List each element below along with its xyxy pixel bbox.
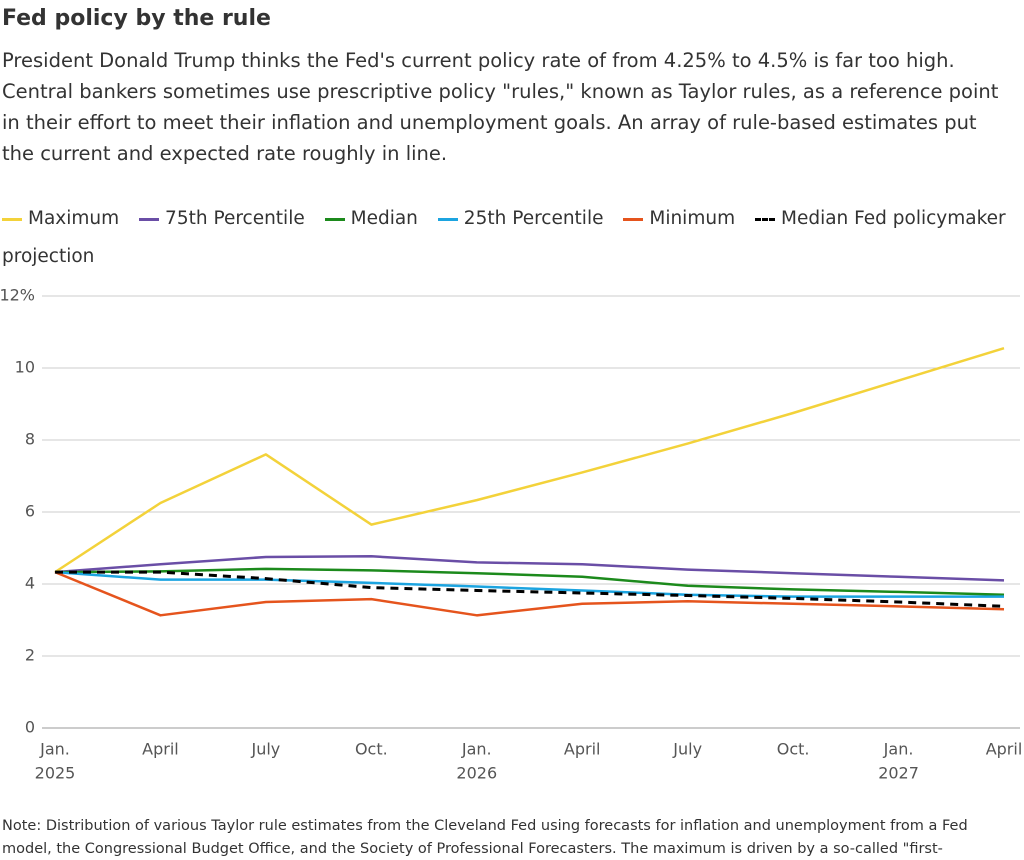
- legend-label: Median Fed policymaker projection: [2, 208, 1006, 267]
- y-tick-label: 6: [25, 502, 35, 521]
- legend-label: 75th Percentile: [165, 208, 305, 229]
- legend-item: Minimum: [623, 208, 735, 229]
- legend-swatch: [623, 217, 644, 221]
- x-tick-label: Jan.: [883, 740, 914, 759]
- series-line: [54, 570, 1004, 598]
- x-tick-label: April: [142, 740, 179, 759]
- x-tick-label: July: [250, 740, 280, 759]
- x-tick-year: 2027: [878, 764, 919, 783]
- series-line: [54, 567, 1005, 597]
- y-tick-label: 10: [15, 358, 35, 377]
- x-tick-year: 2026: [456, 764, 497, 783]
- chart-subtitle: President Donald Trump thinks the Fed's …: [2, 49, 999, 165]
- series-line: [54, 570, 1005, 617]
- y-tick-label: 0: [25, 718, 35, 737]
- x-tick-label: Oct.: [355, 740, 388, 759]
- legend-label: Median: [350, 208, 418, 229]
- legend-swatch: [324, 217, 345, 221]
- legend-item: 75th Percentile: [139, 208, 305, 229]
- legend-item: Median Fed policymaker projection: [2, 208, 1006, 267]
- legend: Maximum 75th Percentile Median 25th Perc…: [2, 200, 1017, 276]
- x-tick-year: 2025: [35, 764, 76, 783]
- series-line: [55, 570, 1005, 608]
- chart: 0 2 4 6 8 10 12% Jan. 2025 April July Oct. Jan. 2026 A…: [0, 286, 1023, 783]
- x-tick-label: April: [564, 740, 601, 759]
- y-tick-label: 2: [25, 646, 35, 665]
- x-tick-label: Jan.: [39, 740, 70, 759]
- legend-swatch: [2, 217, 22, 221]
- legend-item: 25th Percentile: [437, 208, 604, 229]
- legend-label: Maximum: [28, 208, 120, 229]
- series-line: [54, 347, 1005, 574]
- legend-item: Maximum: [2, 208, 119, 229]
- legend-swatch: [754, 217, 775, 221]
- legend-swatch: [437, 217, 458, 221]
- x-tick-label: July: [672, 740, 702, 759]
- x-tick-label: Jan.: [461, 740, 492, 759]
- x-tick-label: April: [986, 740, 1023, 759]
- chart-title: Fed policy by the rule: [2, 6, 271, 31]
- y-tick-label: 8: [25, 430, 35, 449]
- series-line: [54, 555, 1005, 582]
- note: Note: Distribution of various Taylor rul…: [2, 818, 968, 857]
- legend-swatch: [139, 217, 160, 221]
- y-tick-label: 12%: [0, 286, 35, 305]
- legend-label: Minimum: [649, 208, 736, 229]
- y-tick-label: 4: [25, 574, 35, 593]
- legend-label: 25th Percentile: [463, 208, 604, 229]
- x-tick-label: Oct.: [777, 740, 810, 759]
- legend-item: Median: [324, 208, 418, 229]
